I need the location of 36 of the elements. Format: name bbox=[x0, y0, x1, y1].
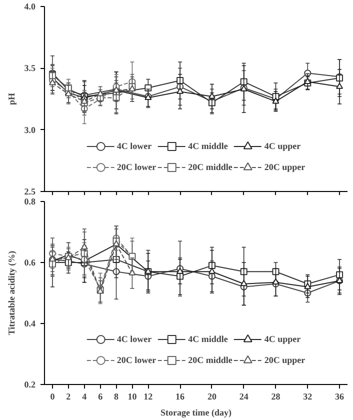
y-tick-label: 3.0 bbox=[24, 124, 36, 135]
x-tick-label: 16 bbox=[176, 392, 186, 402]
y-tick-label: 0.2 bbox=[24, 380, 36, 390]
y-tick-label: 2.5 bbox=[24, 186, 36, 196]
legend-label: 20C middle bbox=[188, 355, 232, 365]
x-tick-label: 28 bbox=[271, 392, 281, 402]
legend-label: 4C lower bbox=[116, 141, 152, 151]
legend-label: 4C upper bbox=[264, 334, 301, 344]
legend-label: 20C upper bbox=[264, 355, 306, 365]
x-tick-label: 36 bbox=[335, 392, 345, 402]
legend-label: 4C upper bbox=[264, 141, 301, 151]
y-axis-title: pH bbox=[6, 92, 16, 106]
x-tick-label: 32 bbox=[303, 392, 313, 402]
legend-label: 20C middle bbox=[188, 162, 232, 172]
y-axis-title: Titratable acidity (%) bbox=[6, 250, 16, 336]
x-tick-label: 6 bbox=[98, 392, 104, 402]
y-tick-label: 0.6 bbox=[24, 258, 36, 268]
x-tick-label: 10 bbox=[128, 392, 138, 402]
y-tick-label: 4.0 bbox=[24, 2, 36, 12]
y-tick-label: 3.5 bbox=[24, 63, 36, 74]
x-tick-label: 20 bbox=[207, 392, 217, 402]
x-tick-label: 0 bbox=[50, 392, 56, 402]
x-tick-label: 2 bbox=[66, 392, 72, 402]
legend-label: 20C lower bbox=[116, 355, 156, 365]
legend-label: 20C lower bbox=[116, 162, 156, 172]
x-axis-title: Storage time (day) bbox=[160, 408, 232, 418]
legend-label: 4C lower bbox=[116, 334, 152, 344]
y-tick-label: 0.8 bbox=[24, 196, 36, 206]
x-tick-label: 24 bbox=[239, 392, 249, 402]
legend-label: 4C middle bbox=[188, 141, 228, 151]
x-tick-label: 12 bbox=[144, 392, 154, 402]
legend-label: 4C middle bbox=[188, 334, 228, 344]
x-tick-label: 4 bbox=[82, 392, 88, 402]
y-tick-label: 0.4 bbox=[24, 318, 36, 328]
legend-label: 20C upper bbox=[264, 162, 306, 172]
x-tick-label: 8 bbox=[114, 392, 120, 402]
